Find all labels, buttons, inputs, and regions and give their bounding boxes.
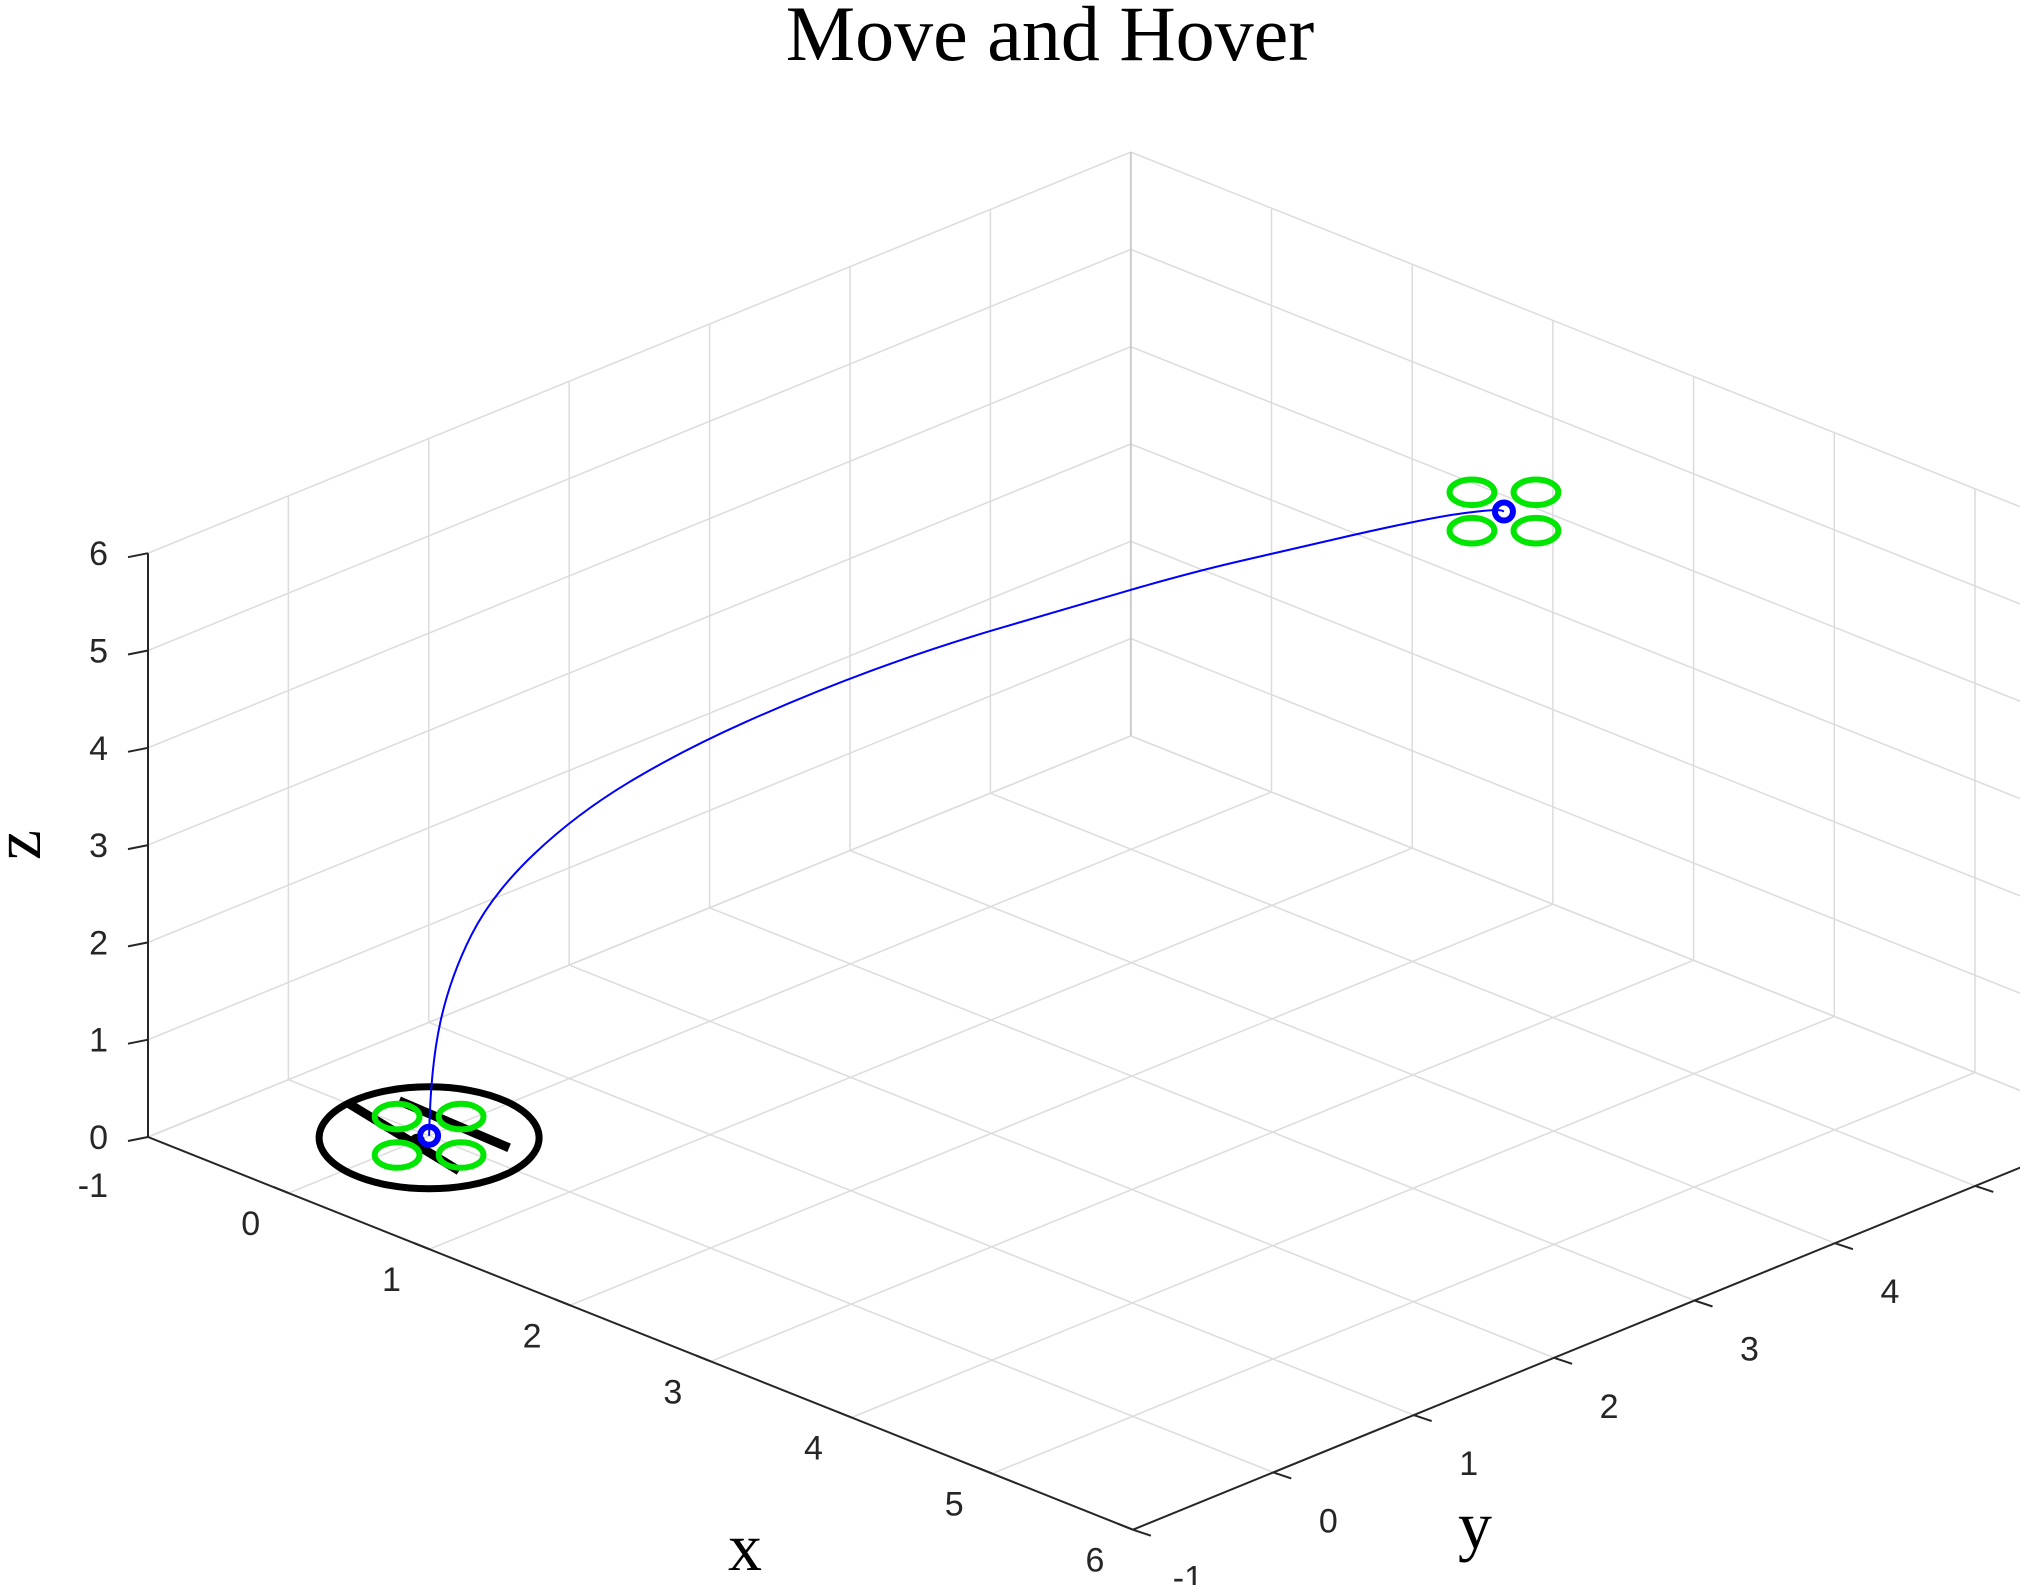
rotor bbox=[1510, 476, 1562, 509]
rotor bbox=[435, 1100, 487, 1133]
rotor bbox=[435, 1139, 487, 1171]
floor-gridline-x bbox=[710, 959, 1694, 1363]
floor-gridline-x bbox=[991, 1071, 1976, 1475]
z-tick-label: 4 bbox=[89, 730, 108, 768]
floor-gridline-x bbox=[569, 903, 1554, 1306]
floor-gridline-x bbox=[851, 1015, 1835, 1419]
z-tick-label: 1 bbox=[89, 1022, 108, 1060]
rotor bbox=[371, 1100, 423, 1133]
z-tick-mark bbox=[127, 844, 149, 851]
y-tick-mark bbox=[1553, 1356, 1573, 1365]
floor-gridline-y bbox=[849, 849, 1836, 1244]
floor-gridline-y bbox=[568, 964, 1555, 1359]
x-axis-label: x bbox=[728, 1509, 762, 1585]
z-tick-label: 6 bbox=[89, 535, 108, 573]
y-tick-label: 3 bbox=[1740, 1331, 1759, 1369]
x-tick-mark bbox=[836, 1410, 852, 1419]
left-wall-gridline-z bbox=[147, 637, 1132, 1041]
chart-title: Move and Hover bbox=[786, 0, 1315, 77]
left-wall-gridline-z bbox=[147, 248, 1132, 652]
z-tick-label: -1 bbox=[78, 1167, 108, 1205]
back-wall-gridline-z bbox=[1130, 540, 2020, 897]
rotor bbox=[371, 1139, 423, 1171]
x-tick-mark bbox=[976, 1466, 993, 1475]
y-tick-mark bbox=[1974, 1184, 1994, 1193]
back-wall-gridline-z bbox=[1130, 346, 2020, 703]
x-tick-mark bbox=[273, 1186, 290, 1195]
landing-pad-marker bbox=[315, 1083, 543, 1193]
y-axis-line bbox=[1132, 1166, 2020, 1531]
x-tick-label: 6 bbox=[1085, 1542, 1104, 1580]
y-tick-mark bbox=[1834, 1242, 1854, 1251]
left-wall-gridline-z bbox=[147, 443, 1132, 846]
back-wall-gridline-z bbox=[1130, 735, 2020, 1092]
x-tick-label: 4 bbox=[804, 1430, 823, 1468]
back-wall-gridline-z bbox=[1130, 443, 2020, 800]
x-tick-mark bbox=[554, 1298, 571, 1307]
left-wall-gridline-z bbox=[147, 735, 1132, 1138]
y-tick-label: 4 bbox=[1880, 1273, 1899, 1311]
left-wall-gridline-z bbox=[147, 346, 1132, 749]
floor-gridline-y bbox=[428, 1021, 1414, 1416]
z-tick-mark bbox=[127, 1136, 149, 1142]
quadrotor-hub bbox=[1491, 499, 1516, 524]
z-tick-mark bbox=[127, 552, 149, 559]
back-wall-gridline-z bbox=[1130, 248, 2020, 605]
z-tick-mark bbox=[127, 649, 149, 656]
rotor bbox=[1510, 514, 1562, 547]
quadrotor-marker bbox=[371, 1100, 487, 1171]
z-tick-mark bbox=[127, 1038, 149, 1045]
z-axis-label: z bbox=[0, 830, 55, 860]
y-tick-mark bbox=[1132, 1528, 1152, 1537]
data-layer bbox=[315, 476, 1562, 1193]
quadrotor-marker bbox=[1446, 476, 1562, 547]
grid-lines bbox=[147, 151, 2020, 1531]
x-axis-line bbox=[147, 1136, 1134, 1531]
z-tick-mark bbox=[127, 941, 149, 948]
z-tick-mark bbox=[127, 746, 149, 753]
y-tick-mark bbox=[1272, 1471, 1292, 1480]
x-tick-mark bbox=[414, 1242, 430, 1251]
floor-gridline-y bbox=[709, 907, 1695, 1302]
z-tick-label: 0 bbox=[89, 1119, 108, 1157]
x-tick-label: 5 bbox=[945, 1486, 964, 1524]
z-tick-label: 3 bbox=[89, 827, 108, 865]
y-tick-label: 2 bbox=[1600, 1388, 1619, 1426]
trajectory-line bbox=[428, 509, 1505, 1136]
floor-gridline-y bbox=[990, 792, 1976, 1187]
x-tick-label: 2 bbox=[523, 1317, 542, 1355]
x-tick-mark bbox=[695, 1354, 712, 1363]
x-tick-mark bbox=[1117, 1522, 1134, 1531]
floor-gridline-x bbox=[429, 847, 1413, 1250]
rotor bbox=[1446, 476, 1498, 509]
back-wall-gridline-z bbox=[1130, 637, 2020, 994]
x-tick-label: 1 bbox=[382, 1261, 401, 1299]
y-axis-label: y bbox=[1458, 1487, 1492, 1563]
y-tick-label: -1 bbox=[1173, 1560, 1203, 1585]
x-tick-label: 0 bbox=[241, 1205, 260, 1243]
y-tick-mark bbox=[1413, 1414, 1433, 1423]
y-tick-label: 0 bbox=[1319, 1502, 1338, 1540]
left-wall-gridline-z bbox=[147, 151, 1132, 554]
landing-pad-circle bbox=[315, 1083, 543, 1193]
x-tick-label: 3 bbox=[663, 1373, 682, 1411]
rotor bbox=[1446, 514, 1498, 547]
y-tick-label: 1 bbox=[1459, 1445, 1478, 1483]
left-wall-gridline-z bbox=[147, 540, 1132, 944]
y-tick-mark bbox=[1694, 1299, 1713, 1308]
back-wall-gridline-z bbox=[1130, 151, 2020, 508]
z-tick-label: 5 bbox=[89, 633, 108, 671]
z-tick-label: 2 bbox=[89, 924, 108, 962]
